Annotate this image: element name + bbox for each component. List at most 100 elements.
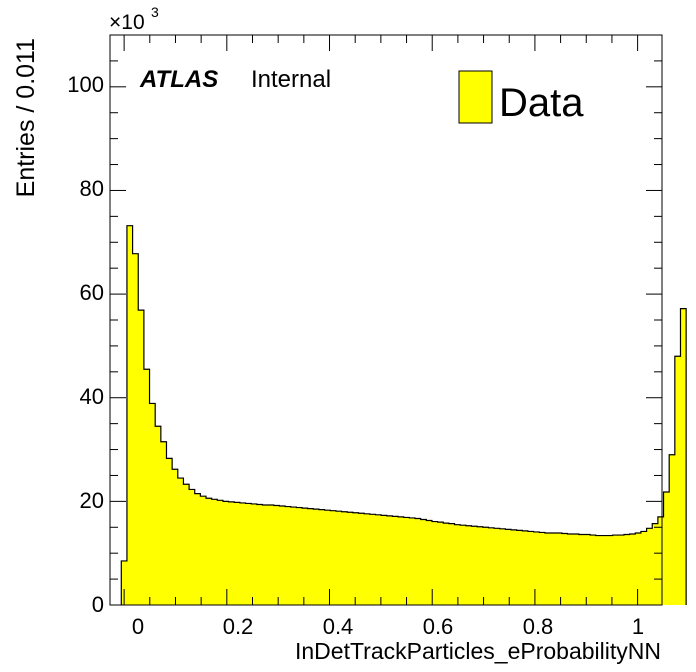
x-axis-title: InDetTrackParticles_eProbabilityNN [295, 638, 661, 664]
histogram-bin [392, 516, 399, 605]
histogram-bin [347, 512, 354, 605]
histogram-bin [194, 493, 201, 605]
y-tick-label: 0 [92, 592, 104, 617]
histogram-bin [273, 505, 280, 605]
histogram-bin [172, 469, 179, 605]
x-tick-label: 0.8 [523, 614, 554, 639]
x-tick-label: 0.4 [323, 614, 354, 639]
histogram-bin [313, 509, 320, 605]
x-tick-label: 0 [132, 614, 144, 639]
histogram-bin [471, 526, 478, 605]
histogram-bin [590, 535, 597, 605]
histogram-bin [443, 523, 450, 605]
histogram-bin [460, 525, 467, 605]
histogram-bin [189, 489, 196, 605]
histogram-bin [448, 523, 455, 605]
histogram-bin [375, 514, 382, 605]
histogram-bin [482, 527, 489, 605]
histogram-bin [251, 503, 258, 605]
histogram-bin [149, 403, 156, 605]
histogram-bin [516, 530, 523, 605]
histogram-bin [431, 521, 439, 605]
histogram-bin [166, 458, 173, 605]
histogram-bin [680, 308, 687, 605]
histogram-outline [120, 225, 687, 605]
y-multiplier-exponent: 3 [151, 4, 159, 20]
histogram-bin [415, 518, 422, 605]
histogram-bin [567, 534, 574, 605]
histogram-bin [200, 496, 207, 605]
histogram-bin [302, 508, 309, 605]
histogram-bin [245, 503, 252, 605]
histogram-bin [426, 520, 433, 605]
histogram-bin [121, 560, 128, 605]
histogram-bin [318, 509, 326, 605]
histogram-bin [369, 514, 376, 605]
histogram-bin [669, 454, 676, 605]
histogram-bin [494, 528, 501, 605]
histogram-bin [409, 517, 416, 605]
histogram-bin [341, 511, 348, 605]
histogram-bin [262, 504, 269, 605]
x-tick-label: 1 [632, 614, 644, 639]
histogram-bin [601, 535, 608, 605]
histogram-bin [420, 519, 427, 605]
histogram-bin [222, 501, 230, 605]
x-tick-label: 0.6 [423, 614, 454, 639]
histogram-bin [138, 310, 145, 605]
histogram-bin [364, 513, 371, 605]
histogram-bin [465, 525, 472, 605]
histogram-bin [499, 528, 506, 605]
x-tick-label: 0.2 [223, 614, 254, 639]
histogram-bin [256, 504, 263, 605]
histogram-bin [629, 534, 636, 605]
y-axis-title: Entries / 0.011 [12, 38, 40, 197]
histogram-bin [640, 531, 647, 605]
histogram-bin [285, 506, 292, 605]
legend-label-data: Data [499, 81, 584, 125]
histogram-bin [511, 529, 518, 605]
y-tick-label: 20 [80, 488, 104, 513]
histogram-bin [183, 484, 190, 605]
histogram-bin [635, 532, 642, 605]
histogram-bin [454, 524, 461, 605]
y-tick-label: 60 [80, 280, 104, 305]
histogram-bin [612, 535, 619, 605]
histogram-bin [663, 492, 670, 605]
histogram-bin [522, 530, 529, 605]
histogram-bin [505, 529, 512, 605]
histogram-bin [539, 532, 546, 605]
histogram-bin [674, 356, 681, 605]
histogram-bin [239, 502, 246, 605]
y-tick-label: 100 [67, 72, 104, 97]
histogram-bin [544, 532, 551, 605]
legend-swatch-data [458, 70, 493, 124]
histogram-bin [143, 369, 150, 605]
histogram-bin [595, 535, 602, 605]
histogram-bin [358, 513, 365, 605]
histogram-bin [437, 522, 444, 605]
histogram-bin [324, 510, 331, 605]
histogram-bin [527, 531, 535, 605]
y-multiplier-label: ×10 [109, 11, 145, 34]
histogram-bin [618, 535, 625, 605]
y-tick-label: 40 [80, 384, 104, 409]
histogram-bin [657, 516, 664, 605]
histogram-bin [386, 515, 393, 605]
histogram-bin [290, 507, 297, 605]
histogram-bin [126, 225, 133, 605]
y-tick-label: 80 [80, 176, 104, 201]
histogram-bars [121, 225, 687, 605]
histogram-bin [352, 512, 359, 605]
histogram-bin [381, 515, 388, 605]
histogram-bin [234, 502, 241, 605]
histogram-bin [268, 504, 275, 605]
histogram-bin [155, 426, 162, 605]
histogram-bin [177, 478, 184, 605]
histogram-bin [217, 500, 224, 605]
histogram-bin [132, 253, 139, 605]
histogram-bin [398, 516, 405, 605]
x-tick-labels: 0 0.2 0.4 0.6 0.8 1 [132, 614, 644, 639]
histogram-bin [624, 534, 631, 605]
